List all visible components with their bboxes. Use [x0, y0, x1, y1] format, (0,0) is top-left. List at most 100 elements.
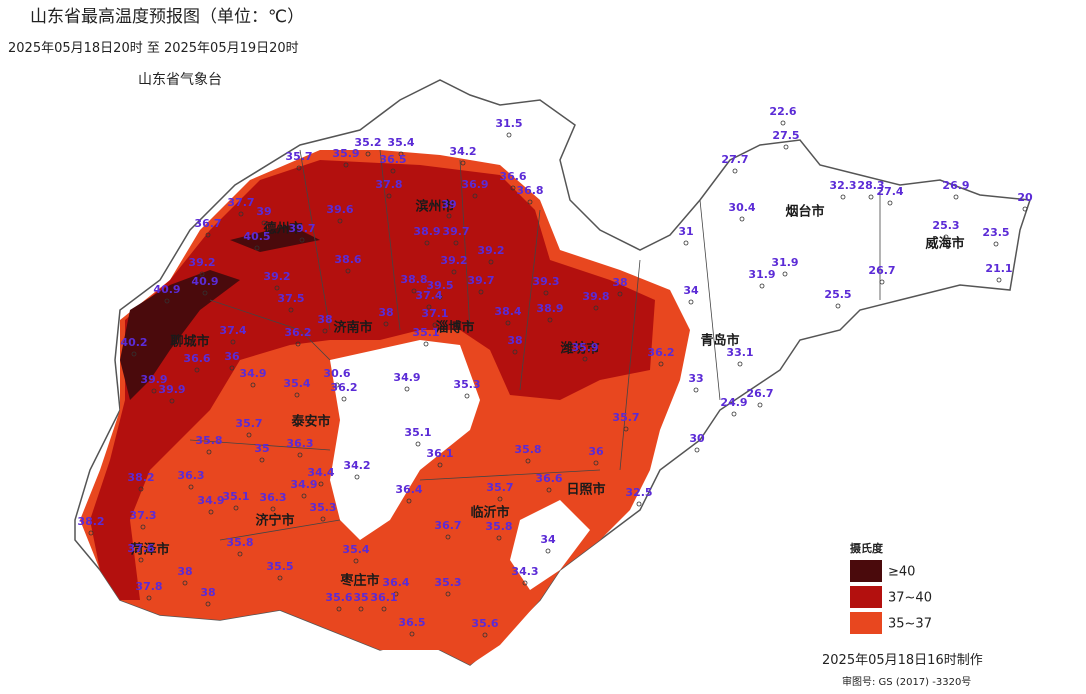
temperature-label: 36.9 [461, 178, 488, 191]
temperature-label: 31.5 [495, 117, 522, 130]
temperature-label: 36.6 [535, 472, 562, 485]
station-dot [208, 509, 214, 515]
station-dot [617, 291, 623, 297]
temperature-label: 27.5 [772, 129, 799, 142]
temperature-label: 35.6 [325, 591, 352, 604]
border-lines [189, 149, 881, 541]
temperature-label: 37.4 [415, 289, 442, 302]
station-dot [386, 193, 392, 199]
station-dot [506, 132, 512, 138]
temperature-label: 35.7 [235, 417, 262, 430]
temperature-label: 39.2 [263, 270, 290, 283]
temperature-label: 35.3 [309, 501, 336, 514]
station-dot [169, 398, 175, 404]
temperature-label: 36.3 [177, 469, 204, 482]
legend-swatch [850, 612, 882, 634]
station-dot [393, 591, 399, 597]
temperature-label: 34.4 [307, 466, 334, 479]
station-dot [250, 382, 256, 388]
legend-label: 35~37 [888, 617, 932, 632]
temperature-label: 34 [683, 284, 699, 297]
station-dot [131, 351, 137, 357]
station-dot [993, 241, 999, 247]
temperature-label: 36.1 [370, 591, 397, 604]
temperature-label: 35.4 [342, 543, 369, 556]
station-dot [354, 474, 360, 480]
station-dot [512, 349, 518, 355]
station-dot [759, 283, 765, 289]
station-dot [737, 361, 743, 367]
temperature-label: 38 [200, 586, 215, 599]
temperature-label: 34.2 [343, 459, 370, 472]
station-dot [182, 580, 188, 586]
temperature-label: 34.2 [449, 145, 476, 158]
station-dot [424, 240, 430, 246]
city-name: 威海市 [925, 236, 964, 252]
footer-approval: 审图号: GS (2017) -3320号 [842, 675, 971, 688]
station-dot [411, 288, 417, 294]
station-dot [233, 505, 239, 511]
station-dot [996, 277, 1002, 283]
station-dot [295, 341, 301, 347]
station-dot [238, 211, 244, 217]
temperature-label: 39.3 [532, 275, 559, 288]
station-dot [497, 496, 503, 502]
city-name: 滨州市 [415, 199, 454, 215]
temperature-label: 36.4 [395, 483, 422, 496]
station-dot [320, 516, 326, 522]
zone-37-40 [90, 160, 655, 600]
station-dot [496, 535, 502, 541]
legend-label: ≥40 [888, 565, 915, 580]
station-dot [358, 606, 364, 612]
temperature-label: 34.9 [197, 494, 224, 507]
station-dot [299, 237, 305, 243]
station-dot [138, 557, 144, 563]
temperature-label: 38.6 [334, 253, 361, 266]
station-dot [274, 285, 280, 291]
zone-above-40 [120, 270, 240, 400]
temperature-label: 35.1 [412, 326, 439, 339]
temperature-label: 36.5 [398, 616, 425, 629]
temperature-label: 34 [540, 533, 556, 546]
station-dot [383, 321, 389, 327]
station-dot [259, 457, 265, 463]
temperature-label: 26.9 [942, 179, 969, 192]
station-dot [868, 194, 874, 200]
city-name: 日照市 [566, 482, 605, 498]
station-dot [445, 534, 451, 540]
station-dot [835, 303, 841, 309]
station-dot [205, 601, 211, 607]
temperature-label: 36.3 [259, 491, 286, 504]
temperature-label: 24.9 [720, 396, 747, 409]
temperature-label: 31 [678, 225, 693, 238]
temperature-label: 25.3 [932, 219, 959, 232]
temperature-label: 36.6 [183, 352, 210, 365]
station-dot [365, 151, 371, 157]
station-dot [229, 365, 235, 371]
station-dot [636, 501, 642, 507]
temperature-label: 35.9 [571, 341, 598, 354]
temperature-label: 36.4 [382, 576, 409, 589]
temperature-label: 21.1 [985, 262, 1012, 275]
station-dot [437, 462, 443, 468]
temperature-label: 36 [588, 445, 604, 458]
station-dot [294, 392, 300, 398]
temperature-label: 34.9 [239, 367, 266, 380]
city-name: 潍坊市 [560, 341, 599, 357]
temperature-label: 33.1 [726, 346, 753, 359]
temperature-label: 30 [689, 432, 705, 445]
station-dot [322, 328, 328, 334]
station-dot [254, 245, 260, 251]
legend-swatch [850, 586, 882, 608]
station-dot [780, 120, 786, 126]
station-dot [582, 356, 588, 362]
station-dot [783, 144, 789, 150]
temperature-label: 38.8 [400, 273, 427, 286]
temperature-label: 32.5 [625, 486, 652, 499]
station-dot [953, 194, 959, 200]
station-dot [445, 591, 451, 597]
temperature-label: 39.7 [442, 225, 469, 238]
temperature-label: 20 [1017, 191, 1033, 204]
temperature-label: 35.8 [514, 443, 541, 456]
zone-below-35 [330, 340, 480, 540]
